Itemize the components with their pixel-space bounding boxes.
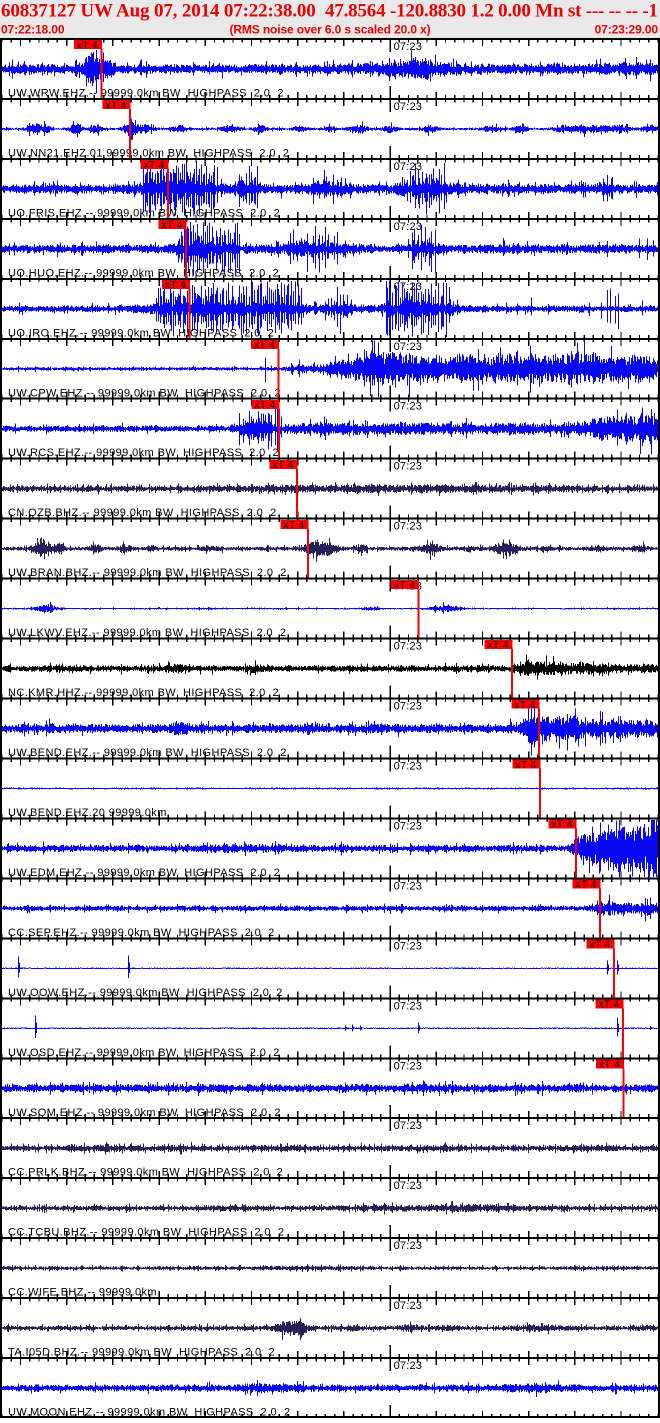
svg-text:xT 4: xT 4: [144, 160, 165, 171]
svg-text:xT 4: xT 4: [488, 640, 509, 651]
svg-text:07:23: 07:23: [394, 1180, 423, 1192]
svg-text:CC.SEP.EHZ.-- 99999.0km BW HI: CC.SEP.EHZ.-- 99999.0km BW HIGHPASS 2.0 …: [8, 927, 275, 939]
svg-text:xT 4: xT 4: [254, 340, 275, 351]
svg-text:07:23: 07:23: [394, 1000, 423, 1012]
svg-text:UW.BRAN.BHZ.-- 99999.0km BW H: UW.BRAN.BHZ.-- 99999.0km BW HIGHPASS 2.0…: [8, 567, 287, 579]
svg-text:xT 4: xT 4: [552, 820, 573, 831]
svg-text:xT 4: xT 4: [284, 520, 305, 531]
svg-text:07:23:29.00: 07:23:29.00: [595, 23, 659, 37]
svg-text:07:23: 07:23: [394, 880, 423, 892]
svg-text:xT 4: xT 4: [599, 1060, 620, 1071]
svg-text:xT 4: xT 4: [255, 400, 276, 411]
svg-text:CN.QZB.BHZ.-- 99999.0km BW HI: CN.QZB.BHZ.-- 99999.0km BW HIGHPASS 2.0 …: [8, 507, 277, 519]
svg-text:07:23: 07:23: [394, 101, 423, 113]
svg-text:UW.NN21.EHZ.01 99999.0km BW H: UW.NN21.EHZ.01 99999.0km BW HIGHPASS 2.0…: [8, 148, 289, 160]
svg-text:(RMS noise over 6.0 s scaled 2: (RMS noise over 6.0 s scaled 20.0 x): [229, 23, 430, 37]
svg-text:xT 4: xT 4: [576, 880, 597, 891]
svg-text:UO.FRIS.EHZ.-- 99999.0km BW H: UO.FRIS.EHZ.-- 99999.0km BW HIGHPASS 2.0…: [8, 207, 280, 219]
svg-text:xT 4: xT 4: [106, 100, 127, 111]
svg-text:UO.IRO.EHZ.-- 99999.0km BW HI: UO.IRO.EHZ.-- 99999.0km BW HIGHPASS 2.0 …: [8, 327, 274, 339]
svg-text:UW.BEND.EHZ.20 99999.0km: UW.BEND.EHZ.20 99999.0km: [8, 807, 167, 819]
svg-text:07:23: 07:23: [394, 161, 423, 173]
svg-text:UW.RCS.EHZ.-- 99999.0km BW HI: UW.RCS.EHZ.-- 99999.0km BW HIGHPASS 2.0 …: [8, 447, 279, 459]
svg-text:CC.TCBU.BHZ.-- 99999.0km BW H: CC.TCBU.BHZ.-- 99999.0km BW HIGHPASS 2.0…: [8, 1227, 284, 1239]
svg-text:UW.LKWV.EHZ.-- 99999.0km BW H: UW.LKWV.EHZ.-- 99999.0km BW HIGHPASS 2.0…: [8, 627, 286, 639]
svg-text:07:23: 07:23: [394, 521, 423, 533]
svg-text:xT 4: xT 4: [162, 220, 183, 231]
svg-text:UO.HUO.EHZ.-- 99999.0km BW HI: UO.HUO.EHZ.-- 99999.0km BW HIGHPASS 2.0 …: [8, 267, 279, 279]
svg-text:UW.MOON.EHZ.-- 99999.0km BW H: UW.MOON.EHZ.-- 99999.0km BW HIGHPASS 2.0…: [8, 1407, 290, 1419]
svg-text:xT 4: xT 4: [515, 700, 536, 711]
svg-text:xT 4: xT 4: [165, 280, 186, 291]
svg-text:UW.BEND.EHZ.-- 99999.0km BW H: UW.BEND.EHZ.-- 99999.0km BW HIGHPASS 2.0…: [8, 747, 287, 759]
svg-text:07:23: 07:23: [394, 761, 423, 773]
svg-text:07:23: 07:23: [394, 401, 423, 413]
svg-text:xT 4: xT 4: [516, 760, 537, 771]
svg-text:60837127 UW Aug 07, 2014 07:22: 60837127 UW Aug 07, 2014 07:22:38.00: [1, 1, 316, 22]
svg-text:07:23: 07:23: [394, 221, 423, 233]
svg-text:07:23: 07:23: [394, 820, 423, 832]
svg-text:07:23: 07:23: [394, 341, 423, 353]
svg-text:xT 4: xT 4: [273, 460, 294, 471]
svg-text:UW.EDM.EHZ.-- 99999.0km BW HI: UW.EDM.EHZ.-- 99999.0km BW HIGHPASS 2.0 …: [8, 867, 280, 879]
svg-text:07:23: 07:23: [394, 1120, 423, 1132]
svg-text:xT 4: xT 4: [599, 1000, 620, 1011]
svg-text:UW.OSD.EHZ.-- 99999.0km BW HI: UW.OSD.EHZ.-- 99999.0km BW HIGHPASS 2.0 …: [8, 1047, 280, 1059]
svg-text:UW.SQM.EHZ.-- 99999.0km BW HI: UW.SQM.EHZ.-- 99999.0km BW HIGHPASS 2.0 …: [8, 1107, 281, 1119]
svg-text:07:23: 07:23: [394, 1360, 423, 1372]
svg-text:xT 4: xT 4: [394, 580, 415, 591]
svg-text:07:23: 07:23: [394, 461, 423, 473]
svg-text:CC.WIFE.BHZ.-- 99999.0km: CC.WIFE.BHZ.-- 99999.0km: [8, 1287, 157, 1299]
svg-text:07:23: 07:23: [394, 41, 423, 53]
svg-text:xT 4: xT 4: [77, 40, 98, 51]
svg-text:07:23: 07:23: [394, 940, 423, 952]
svg-text:xT 4: xT 4: [590, 940, 611, 951]
svg-text:07:23: 07:23: [394, 701, 423, 713]
svg-text:UW.CPW.EHZ.-- 99999.0km BW HI: UW.CPW.EHZ.-- 99999.0km BW HIGHPASS 2.0 …: [8, 387, 281, 399]
svg-text:07:23: 07:23: [394, 1240, 423, 1252]
svg-text:NC.KMR.HHZ.-- 99999.0km BW HI: NC.KMR.HHZ.-- 99999.0km BW HIGHPASS 2.0 …: [8, 687, 279, 699]
svg-text:47.8564 -120.8830 1.2 0.00 Mn: 47.8564 -120.8830 1.2 0.00 Mn st --- -- …: [325, 1, 658, 22]
svg-text:07:23: 07:23: [394, 641, 423, 653]
svg-text:UW.WRW.EHZ.-- 99999.0km BW HI: UW.WRW.EHZ.-- 99999.0km BW HIGHPASS 2.0 …: [8, 88, 284, 100]
svg-text:TA.I05D.BHZ.-- 99999.0km BW H: TA.I05D.BHZ.-- 99999.0km BW HIGHPASS 2.0…: [8, 1347, 275, 1359]
svg-text:CC.PRLK.BHZ.-- 99999.0km BW H: CC.PRLK.BHZ.-- 99999.0km BW HIGHPASS 2.0…: [8, 1167, 283, 1179]
svg-text:07:23: 07:23: [394, 1060, 423, 1072]
svg-text:07:22:18.00: 07:22:18.00: [1, 23, 65, 37]
svg-text:07:23: 07:23: [394, 1300, 423, 1312]
svg-text:UW.OOW.EHZ.-- 99999.0km BW HI: UW.OOW.EHZ.-- 99999.0km BW HIGHPASS 2.0 …: [8, 987, 283, 999]
